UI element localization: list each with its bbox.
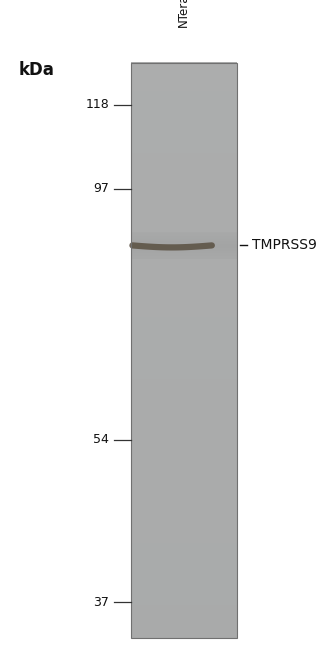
Text: 118: 118 <box>85 98 109 111</box>
Text: 37: 37 <box>93 596 109 608</box>
Bar <box>131 63 237 638</box>
Text: NTera-2: NTera-2 <box>177 0 190 27</box>
Text: 97: 97 <box>93 182 109 196</box>
Text: kDa: kDa <box>18 61 54 79</box>
Text: 54: 54 <box>93 434 109 446</box>
Text: TMPRSS9: TMPRSS9 <box>252 239 316 253</box>
